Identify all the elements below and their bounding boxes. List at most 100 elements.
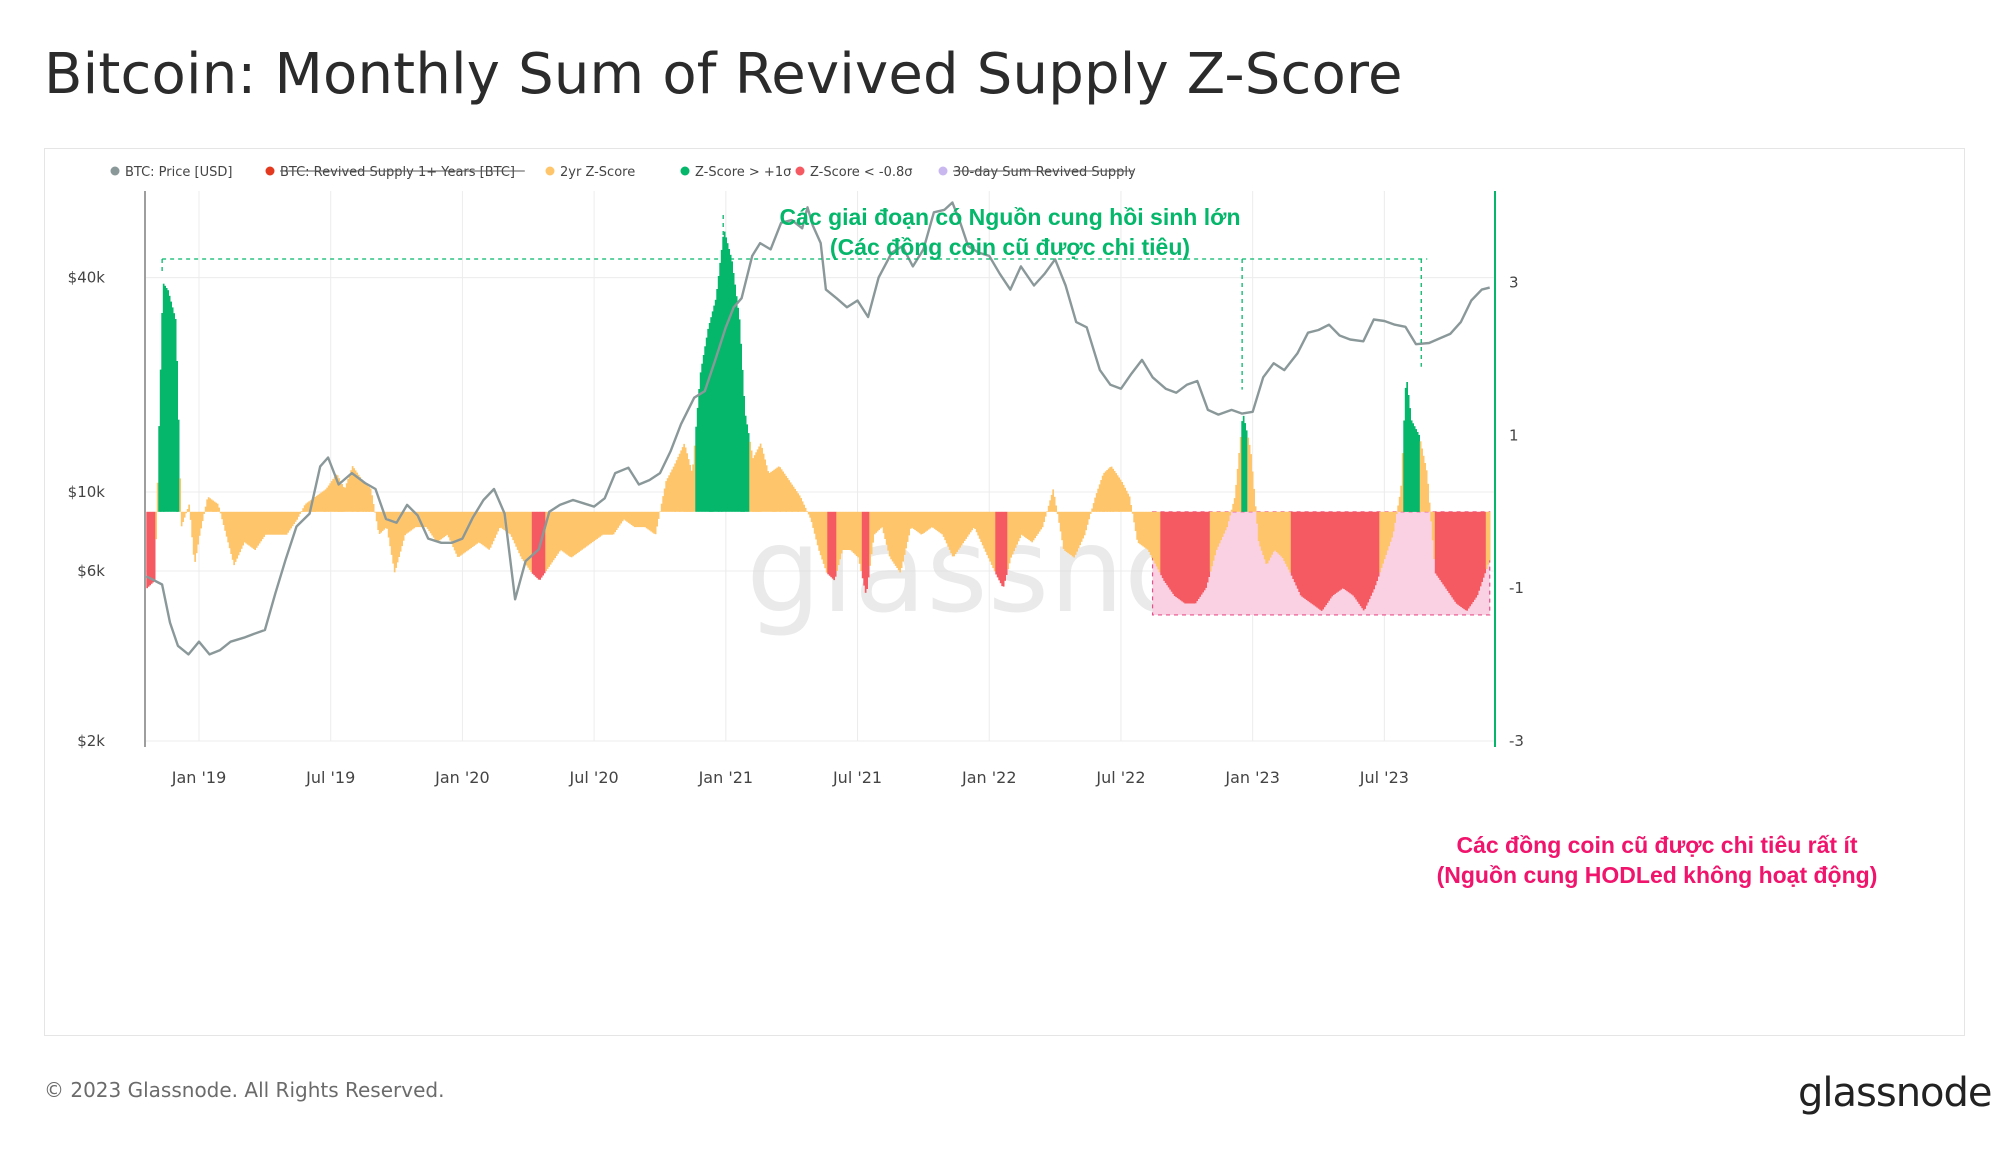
zscore-bar (674, 463, 676, 512)
legend-item[interactable]: BTC: Revived Supply 1+ Years [BTC] (265, 165, 525, 180)
zscore-bar (1158, 511, 1161, 573)
zscore-bar (1272, 511, 1275, 552)
zscore-bar (354, 470, 357, 512)
zscore-bar (672, 466, 675, 512)
zscore-bar (759, 443, 762, 512)
zscore-bar (261, 511, 264, 540)
zscore-bar (900, 511, 903, 568)
zscore-bar (1308, 511, 1311, 603)
zscore-bar (699, 372, 702, 512)
zscore-bar (1406, 382, 1408, 512)
zscore-bar (1140, 511, 1143, 546)
zscore-bar (969, 511, 972, 533)
zscore-bar (1026, 511, 1029, 539)
zscore-bar (422, 511, 424, 528)
zscore-bar (380, 511, 382, 533)
zscore-bar (393, 511, 396, 573)
zscore-bar (786, 478, 789, 512)
zscore-bar (317, 494, 319, 512)
zscore-bar (1046, 511, 1048, 512)
zscore-bar (558, 511, 561, 552)
zscore-bar (1232, 503, 1234, 512)
legend-item[interactable]: BTC: Price [USD] (110, 165, 233, 180)
zscore-bar (542, 511, 544, 576)
zscore-bar (1023, 511, 1026, 537)
zscore-bar (1455, 511, 1458, 604)
zscore-bar (459, 511, 462, 556)
zscore-bar (420, 511, 423, 528)
zscore-bar (221, 511, 223, 520)
zscore-bar (573, 511, 576, 556)
zscore-bar (620, 511, 622, 524)
zscore-bar (1089, 511, 1092, 514)
zscore-bar (782, 471, 784, 512)
zscore-bar (1431, 511, 1434, 541)
zscore-bar (389, 511, 391, 547)
zscore-bar (1245, 430, 1248, 512)
zscore-bar (1121, 482, 1123, 512)
zscore-bar (320, 492, 322, 512)
zscore-bar (216, 503, 219, 512)
x-tick-label: Jan '19 (171, 768, 227, 787)
zscore-bar (1128, 496, 1131, 512)
zscore-bar (1172, 511, 1174, 594)
legend-label: BTC: Revived Supply 1+ Years [BTC] (280, 165, 515, 180)
zscore-bar (963, 511, 966, 541)
zscore-bar (1056, 511, 1059, 515)
zscore-bar (288, 511, 291, 531)
zscore-bar (947, 511, 949, 547)
zscore-bar (512, 511, 514, 541)
zscore-bar (266, 511, 268, 535)
zscore-bar (1205, 511, 1207, 588)
zscore-bar (351, 466, 354, 512)
zscore-bar (731, 261, 733, 512)
legend-item[interactable]: 2yr Z-Score (545, 165, 636, 180)
zscore-bar (282, 511, 285, 535)
zscore-bar (696, 407, 699, 512)
zscore-bar (1028, 511, 1030, 541)
zscore-bar (663, 488, 666, 512)
zscore-bar (771, 470, 774, 512)
zscore-bar (1217, 511, 1219, 547)
zscore-bar (776, 467, 778, 512)
zscore-bar (1346, 511, 1348, 592)
zscore-bar (1149, 511, 1152, 555)
zscore-bar (548, 511, 550, 567)
zscore-bar (1097, 488, 1099, 512)
zscore-bar (1224, 511, 1227, 531)
zscore-bar (1167, 511, 1170, 588)
legend-item[interactable]: 30-day Sum Revived Supply (938, 165, 1136, 180)
zscore-bar (411, 511, 414, 530)
zscore-bar (735, 296, 738, 512)
zscore-bar (555, 511, 558, 556)
zscore-bar (912, 511, 915, 529)
zscore-bar (957, 511, 960, 550)
zscore-bar (591, 511, 594, 543)
legend-item[interactable]: Z-Score > +1σ (680, 165, 792, 180)
zscore-bar (1235, 484, 1237, 512)
zscore-bar (677, 456, 679, 512)
zscore-bar (710, 317, 712, 512)
zscore-bar (872, 511, 874, 543)
zscore-bar (1485, 511, 1488, 569)
zscore-bar (719, 262, 721, 512)
zscore-bar (684, 447, 687, 512)
zscore-bar (1148, 511, 1150, 552)
zscore-bar (774, 468, 777, 512)
zscore-bar (303, 505, 306, 512)
zscore-bar (668, 475, 670, 512)
zscore-bar (1293, 511, 1296, 583)
zscore-bar (180, 511, 183, 527)
zscore-bar (1248, 444, 1251, 512)
zscore-bar (185, 511, 187, 514)
zscore-bar (687, 459, 690, 512)
annotation-large-revived: (Các đồng coin cũ được chi tiêu) (830, 234, 1190, 260)
legend-item[interactable]: Z-Score < -0.8σ (795, 165, 913, 180)
zscore-bar (414, 511, 417, 528)
zscore-bar (1403, 420, 1405, 512)
zscore-bar (1460, 511, 1462, 607)
chart-panel: glassnode $2k $6k $10k $40k 3 1 -1 -3 Jan '19 J… (44, 148, 1965, 1036)
zscore-bar (1439, 511, 1441, 580)
zscore-bar (239, 511, 241, 553)
zscore-bar (908, 511, 910, 536)
